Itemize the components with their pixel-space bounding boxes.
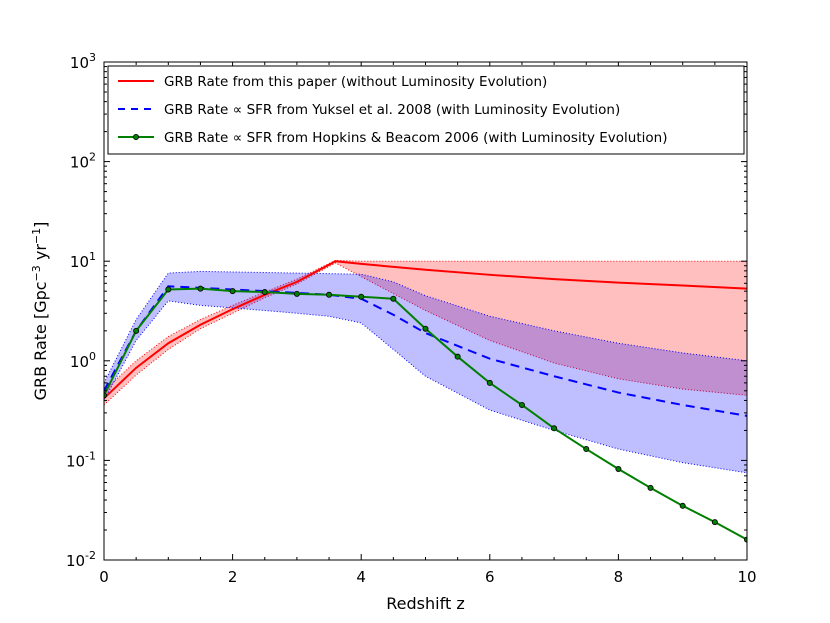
series-markers bbox=[104, 285, 747, 543]
y-tick-label: 10-2 bbox=[66, 549, 96, 570]
data-point bbox=[229, 288, 236, 295]
y-axis-label-pre: GRB Rate [Gpc bbox=[31, 281, 50, 400]
series-line-1 bbox=[104, 285, 747, 417]
data-point bbox=[454, 353, 461, 360]
band-upper-edge-0 bbox=[104, 259, 747, 392]
band-fill-0 bbox=[104, 260, 747, 405]
legend: GRB Rate from this paper (without Lumino… bbox=[107, 65, 745, 155]
series-line-0 bbox=[104, 260, 747, 400]
x-tick-label: 4 bbox=[356, 568, 366, 586]
y-axis-label-sup2: −1 bbox=[30, 228, 43, 244]
legend-box bbox=[107, 65, 745, 155]
data-point bbox=[518, 401, 525, 408]
data-point bbox=[583, 446, 590, 453]
data-point bbox=[197, 285, 204, 292]
data-point bbox=[486, 379, 493, 386]
legend-label-0: GRB Rate from this paper (without Lumino… bbox=[164, 74, 547, 90]
band-lower-edge-1 bbox=[104, 300, 747, 474]
y-tick-label: 10-1 bbox=[66, 449, 96, 470]
data-point bbox=[679, 502, 686, 509]
legend-marker bbox=[132, 133, 139, 140]
y-tick-label: 102 bbox=[70, 151, 96, 172]
x-tick-label: 10 bbox=[737, 568, 756, 586]
data-point bbox=[261, 289, 268, 296]
band-fill-1 bbox=[104, 271, 747, 473]
data-point bbox=[711, 519, 718, 526]
x-tick-label: 2 bbox=[228, 568, 238, 586]
y-axis-label-sup1: −3 bbox=[30, 265, 43, 281]
data-point bbox=[358, 293, 365, 300]
data-point bbox=[422, 325, 429, 332]
data-point bbox=[165, 286, 172, 293]
data-point bbox=[390, 295, 397, 302]
tick-labels: 0 2 4 6 8 10 10-2 10-1 100 101 102 103 bbox=[66, 51, 757, 586]
data-point bbox=[326, 291, 333, 298]
x-tick-label: 8 bbox=[614, 568, 624, 586]
y-tick-label: 101 bbox=[70, 250, 96, 271]
uncertainty-bands bbox=[104, 259, 747, 474]
y-tick-label: 100 bbox=[70, 350, 96, 371]
data-point bbox=[133, 327, 140, 334]
data-point bbox=[551, 425, 558, 432]
x-tick-label: 0 bbox=[99, 568, 109, 586]
y-axis-label-mid: yr bbox=[31, 244, 50, 266]
y-axis-label-post: ] bbox=[31, 222, 50, 228]
data-point bbox=[615, 465, 622, 472]
data-point bbox=[293, 290, 300, 297]
x-tick-label: 6 bbox=[485, 568, 495, 586]
y-axis-label: GRB Rate [Gpc−3 yr−1] bbox=[30, 222, 50, 401]
data-point bbox=[744, 536, 747, 543]
band-lower-edge-0 bbox=[104, 262, 747, 406]
axis-ticks bbox=[103, 61, 748, 561]
legend-label-2: GRB Rate ∝ SFR from Hopkins & Beacom 200… bbox=[164, 130, 667, 146]
x-axis-label: Redshift z bbox=[386, 594, 464, 613]
y-tick-label: 103 bbox=[70, 51, 96, 72]
data-point bbox=[647, 484, 654, 491]
legend-label-1: GRB Rate ∝ SFR from Yuksel et al. 2008 (… bbox=[164, 102, 620, 118]
